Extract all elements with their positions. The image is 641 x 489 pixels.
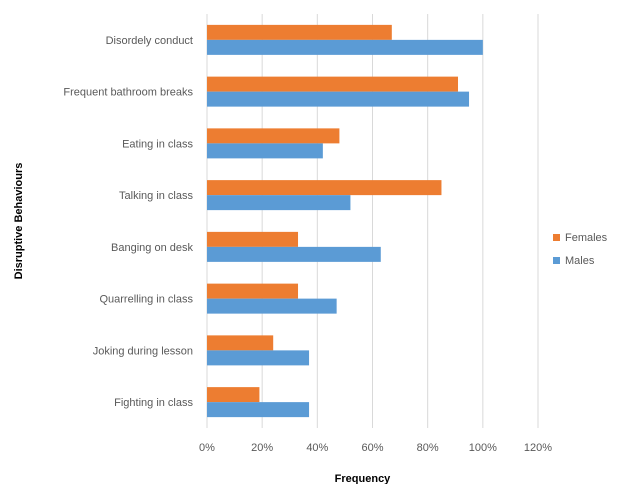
bar-males <box>207 195 351 211</box>
category-label: Joking during lesson <box>93 345 193 357</box>
category-label: Fighting in class <box>114 397 193 409</box>
legend-label-females: Females <box>565 232 608 244</box>
category-label: Quarrelling in class <box>99 294 193 306</box>
bar-males <box>207 298 337 314</box>
x-axis-title: Frequency <box>335 473 392 484</box>
bar-females <box>207 387 260 403</box>
x-tick-label: 40% <box>306 442 328 454</box>
x-tick-label: 20% <box>251 442 273 454</box>
x-tick-label: 60% <box>361 442 383 454</box>
bar-males <box>207 91 470 107</box>
bar-females <box>207 128 340 144</box>
bar-males <box>207 143 323 159</box>
x-tick-label: 120% <box>524 442 552 454</box>
bars <box>207 24 483 418</box>
legend-swatch-males <box>553 257 560 264</box>
category-label: Banging on desk <box>111 242 193 254</box>
category-labels: Disordely conduct Frequent bathroom break… <box>63 35 193 409</box>
x-tick-labels: 0% 20% 40% 60% 80% 100% 120% <box>199 442 552 454</box>
y-axis-title: Disruptive Behaviours <box>13 163 25 280</box>
category-label: Disordely conduct <box>106 35 193 47</box>
x-tick-label: 0% <box>199 442 215 454</box>
category-label: Frequent bathroom breaks <box>63 87 193 99</box>
gridlines <box>206 14 539 428</box>
bar-males <box>207 402 310 418</box>
legend: Females Males <box>553 232 608 267</box>
bar-females <box>207 24 392 40</box>
bar-males <box>207 246 381 262</box>
category-label: Talking in class <box>119 190 193 202</box>
legend-swatch-females <box>553 234 560 241</box>
category-label: Eating in class <box>122 138 193 150</box>
bar-females <box>207 76 459 92</box>
bar-females <box>207 231 299 247</box>
bar-females <box>207 335 274 351</box>
bar-males <box>207 350 310 366</box>
legend-label-males: Males <box>565 255 595 267</box>
x-tick-label: 100% <box>469 442 497 454</box>
bar-females <box>207 283 299 299</box>
x-tick-label: 80% <box>417 442 439 454</box>
bar-males <box>207 39 483 55</box>
bar-females <box>207 180 442 196</box>
